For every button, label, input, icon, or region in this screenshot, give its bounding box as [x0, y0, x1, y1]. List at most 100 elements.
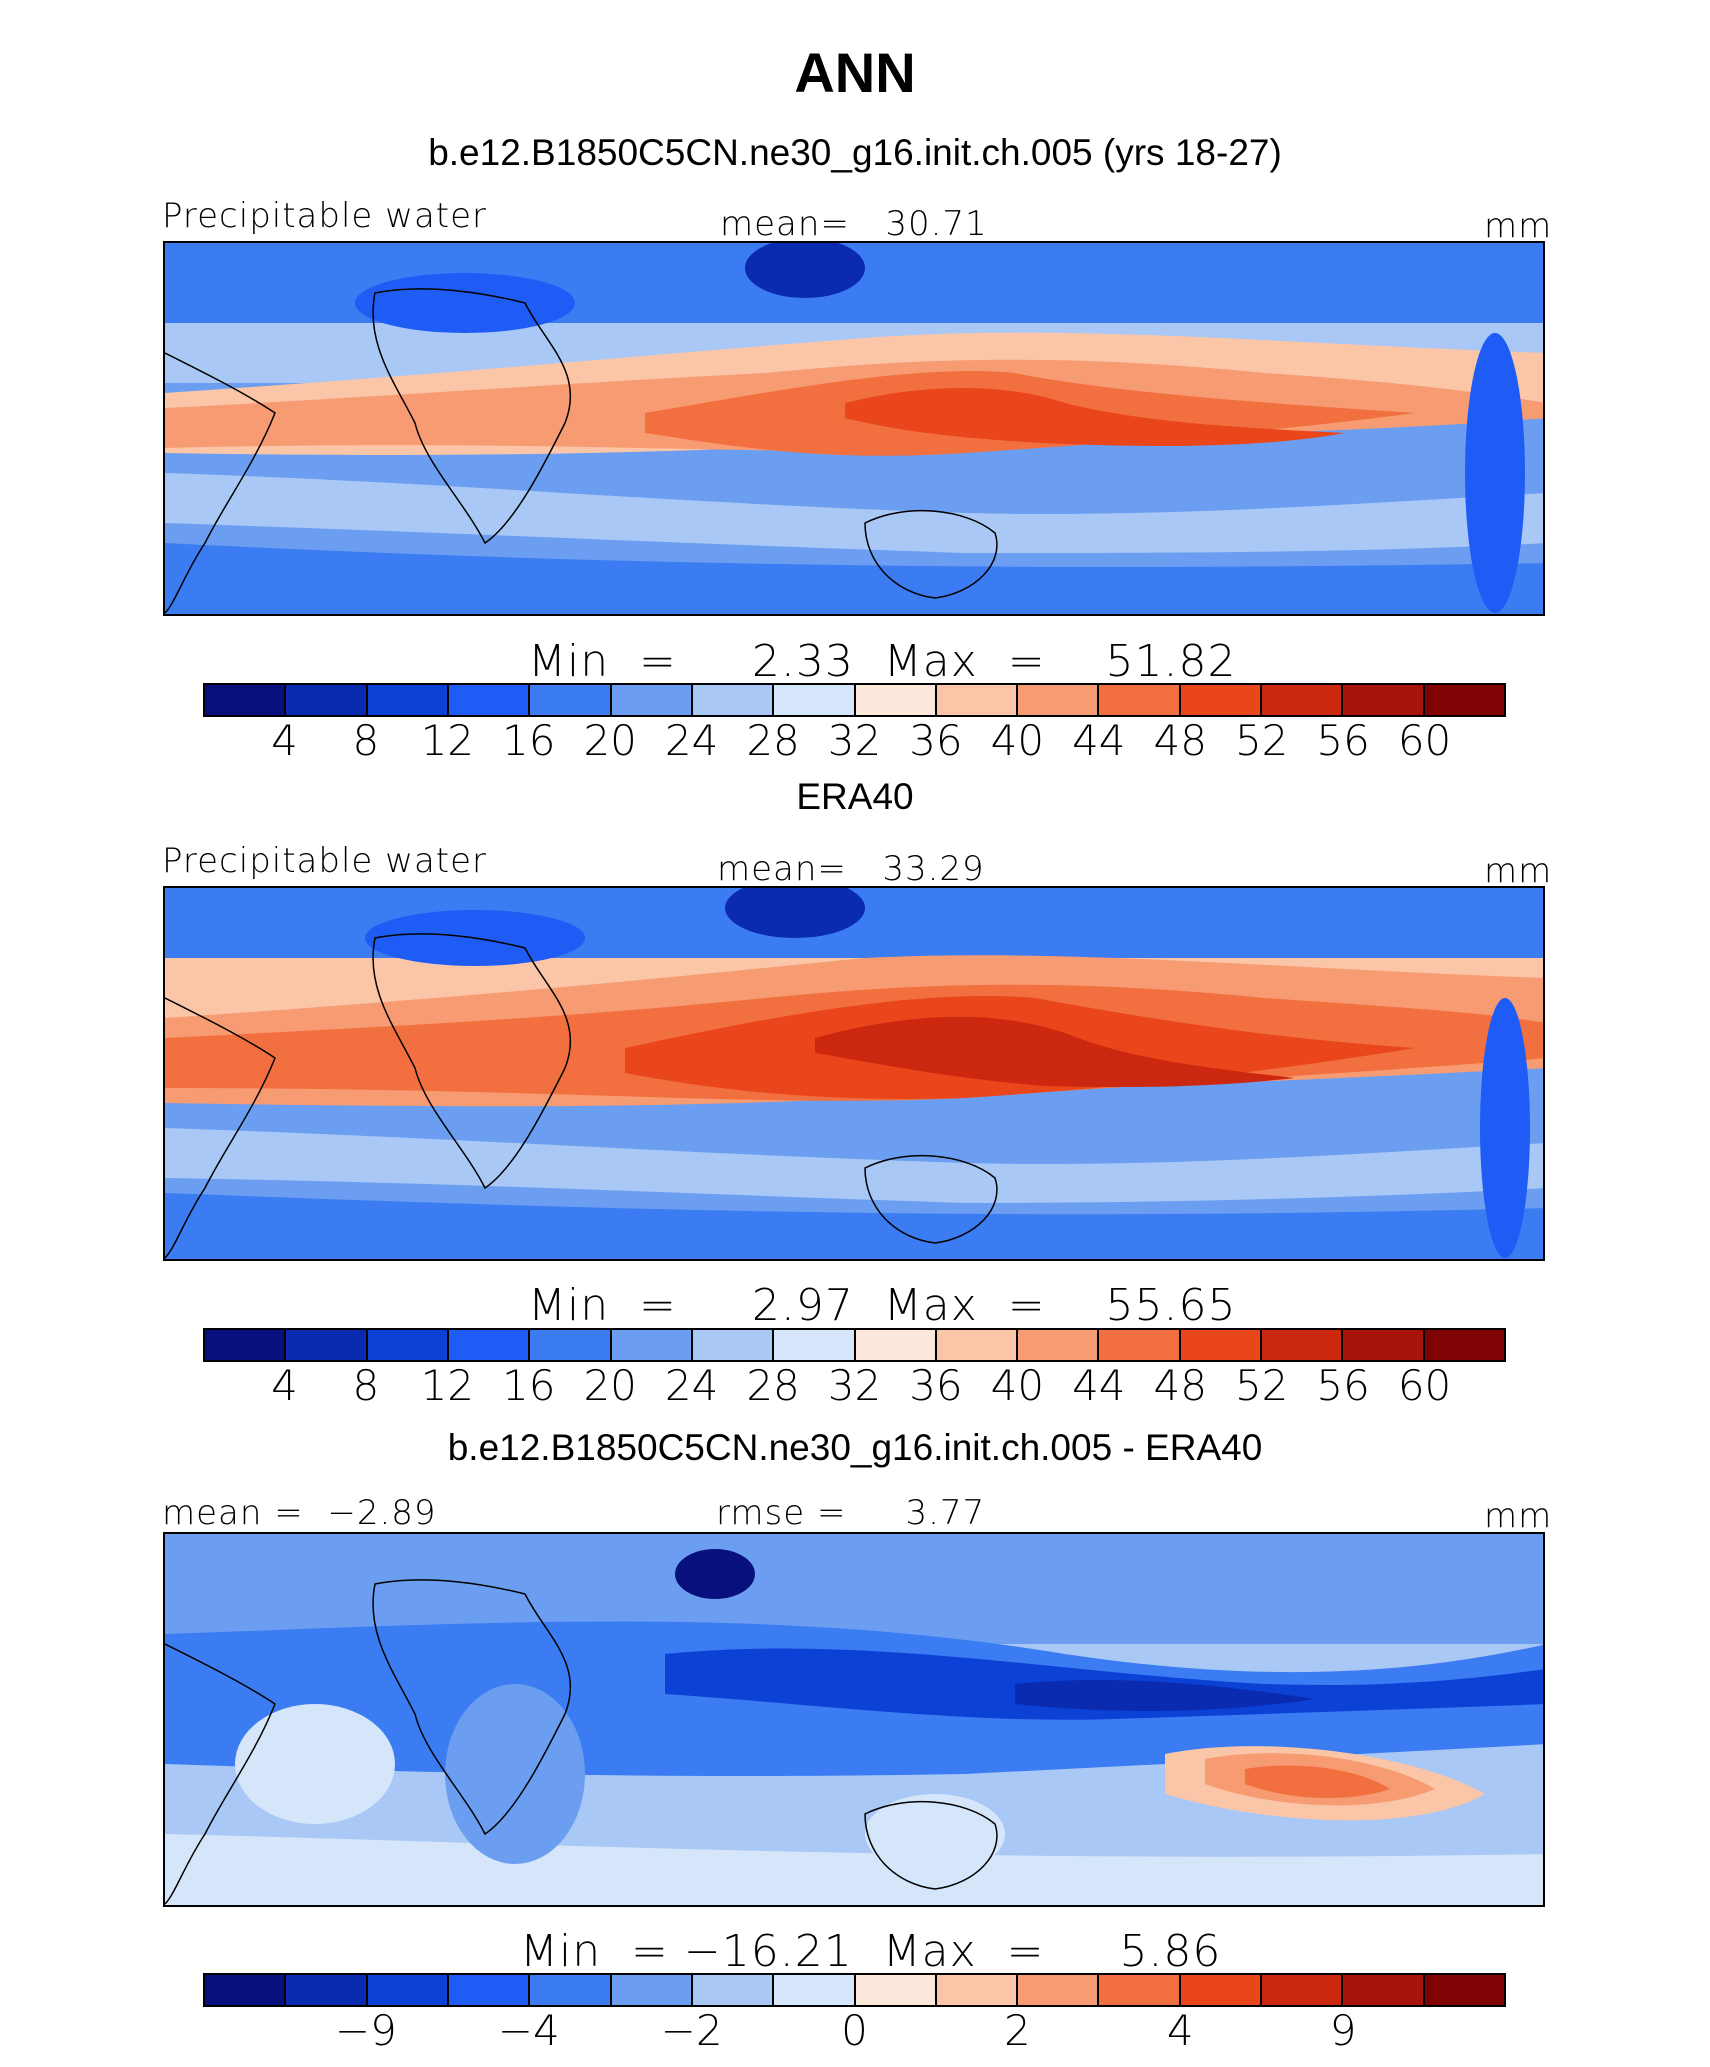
colorbar-tick-label: 28 [746, 1361, 800, 1410]
panel-3-contour-field [165, 1534, 1543, 1905]
colorbar-tick-label: 0 [841, 2006, 868, 2055]
colorbar-tick-label: 24 [664, 1361, 719, 1410]
colorbar-swatch [1262, 685, 1344, 715]
colorbar-tick-label: 2 [1004, 2006, 1031, 2055]
colorbar-tick-label: 36 [909, 716, 963, 765]
panel-1-heading: b.e12.B1850C5CN.ne30_g16.init.ch.005 (yr… [428, 132, 1282, 173]
colorbar-swatch [1099, 1330, 1181, 1360]
colorbar-swatch [205, 1330, 287, 1360]
colorbar-tick-label: 52 [1234, 716, 1289, 765]
panel-3-heading: b.e12.B1850C5CN.ne30_g16.init.ch.005 - E… [447, 1427, 1263, 1468]
colorbar-tick-label: 56 [1316, 1361, 1370, 1410]
colorbar-tick-label: 40 [990, 716, 1045, 765]
colorbar-swatch [205, 685, 287, 715]
colorbar-tick-label: 40 [990, 1361, 1045, 1410]
panel-3-colorbar-ticks: −9 −4 −2 0 2 4 9 [203, 2006, 1506, 2056]
colorbar-swatch [286, 1330, 368, 1360]
colorbar-tick-label: 48 [1153, 1361, 1207, 1410]
colorbar-tick-label: 32 [827, 716, 882, 765]
colorbar-tick-label: −4 [497, 2006, 560, 2055]
colorbar-tick-label: 36 [909, 1361, 963, 1410]
colorbar-tick-label: 44 [1072, 716, 1126, 765]
colorbar-swatch [611, 1975, 693, 2005]
colorbar-swatch [1262, 1975, 1344, 2005]
colorbar-swatch [286, 1975, 368, 2005]
colorbar-swatch [774, 1975, 856, 2005]
colorbar-tick-label: 12 [420, 1361, 475, 1410]
panel-1-variable-label: Precipitable water [162, 196, 488, 236]
colorbar-swatch [448, 1330, 531, 1360]
panel-2-colorbar [203, 1328, 1506, 1362]
colorbar-tick-label: 4 [271, 1361, 298, 1410]
colorbar-swatch [1180, 1330, 1263, 1360]
colorbar-swatch [1262, 1330, 1344, 1360]
panel-2-colorbar-ticks: 4 8 12 16 20 24 28 32 36 40 44 48 52 56 … [203, 1361, 1506, 1411]
colorbar-swatch [774, 1330, 856, 1360]
panel-1-mean-label: mean= 30.71 [720, 204, 988, 244]
panel-2-heading: ERA40 [796, 776, 914, 817]
colorbar-swatch [936, 685, 1019, 715]
panel-2-minmax: Min = 2.97 Max = 55.65 [528, 1280, 1237, 1331]
colorbar-tick-label: 9 [1329, 2006, 1357, 2055]
colorbar-swatch [448, 1975, 531, 2005]
colorbar-swatch [367, 685, 449, 715]
panel-3-rmse-label: rmse = 3.77 [716, 1493, 986, 1533]
colorbar-tick-label: 56 [1316, 716, 1370, 765]
colorbar-swatch [855, 685, 937, 715]
panel-2-units-label: mm [1484, 851, 1553, 891]
colorbar-tick-label: 16 [502, 716, 556, 765]
panel-1-map [163, 241, 1545, 616]
colorbar-swatch [367, 1330, 449, 1360]
colorbar-swatch [936, 1330, 1019, 1360]
colorbar-swatch [1018, 685, 1100, 715]
panel-2-map [163, 886, 1545, 1261]
colorbar-swatch [692, 1330, 775, 1360]
colorbar-swatch [205, 1975, 287, 2005]
colorbar-swatch [530, 685, 612, 715]
panel-1-colorbar [203, 683, 1506, 717]
colorbar-swatch [1099, 685, 1181, 715]
colorbar-tick-label: 4 [1166, 2006, 1194, 2055]
colorbar-swatch [530, 1975, 612, 2005]
panel-3-units-label: mm [1484, 1496, 1553, 1536]
panel-1-colorbar-ticks: 4 8 12 16 20 24 28 32 36 40 44 48 52 56 … [203, 716, 1506, 766]
colorbar-tick-label: 48 [1153, 716, 1207, 765]
colorbar-tick-label: 32 [827, 1361, 882, 1410]
panel-1-units-label: mm [1484, 206, 1553, 246]
colorbar-swatch [936, 1975, 1019, 2005]
figure-title: ANN [794, 41, 916, 104]
colorbar-swatch [855, 1330, 937, 1360]
colorbar-swatch [1018, 1330, 1100, 1360]
colorbar-swatch [1180, 685, 1263, 715]
colorbar-swatch [692, 685, 775, 715]
colorbar-swatch [1424, 1975, 1504, 2005]
colorbar-swatch [1099, 1975, 1181, 2005]
panel-2-contour-field [165, 888, 1543, 1259]
colorbar-tick-label: 28 [746, 716, 800, 765]
colorbar-tick-label: 4 [271, 716, 298, 765]
colorbar-tick-label: 60 [1397, 1361, 1452, 1410]
colorbar-tick-label: −2 [660, 2006, 723, 2055]
colorbar-tick-label: 52 [1234, 1361, 1289, 1410]
colorbar-tick-label: 8 [352, 716, 380, 765]
colorbar-tick-label: 20 [583, 716, 637, 765]
colorbar-swatch [1018, 1975, 1100, 2005]
colorbar-swatch [1424, 1330, 1504, 1360]
colorbar-swatch [774, 685, 856, 715]
colorbar-tick-label: −9 [334, 2006, 397, 2055]
colorbar-tick-label: 20 [583, 1361, 637, 1410]
colorbar-tick-label: 44 [1072, 1361, 1126, 1410]
panel-3-mean-label: mean = −2.89 [162, 1493, 437, 1533]
colorbar-swatch [1424, 685, 1504, 715]
colorbar-swatch [367, 1975, 449, 2005]
panel-2-variable-label: Precipitable water [162, 841, 488, 881]
colorbar-swatch [692, 1975, 775, 2005]
panel-3-minmax: Min = −16.21 Max = 5.86 [520, 1926, 1222, 1977]
colorbar-swatch [611, 1330, 693, 1360]
colorbar-swatch [530, 1330, 612, 1360]
colorbar-swatch [611, 685, 693, 715]
colorbar-tick-label: 60 [1397, 716, 1452, 765]
colorbar-swatch [448, 685, 531, 715]
panel-3-colorbar [203, 1973, 1506, 2007]
colorbar-swatch [855, 1975, 937, 2005]
